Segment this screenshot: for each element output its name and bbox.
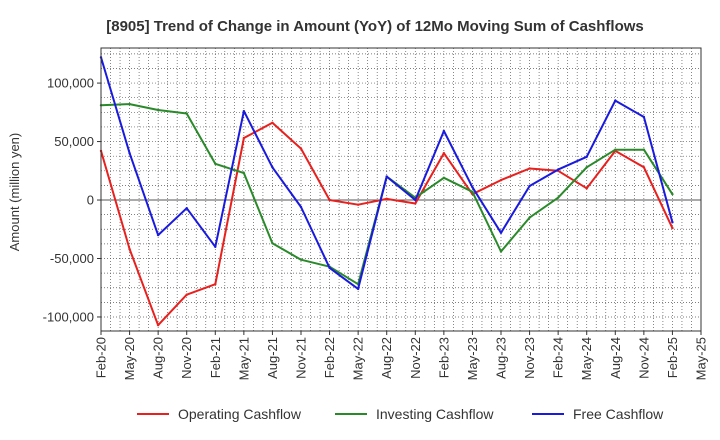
data-point-operating-cashflow xyxy=(242,136,246,140)
data-point-operating-cashflow xyxy=(385,197,388,201)
x-tick-label: May-22 xyxy=(351,337,366,380)
data-point-investing-cashflow xyxy=(128,102,131,106)
plot-frame xyxy=(100,47,702,332)
data-point-operating-cashflow xyxy=(156,323,160,327)
data-point-operating-cashflow xyxy=(499,178,503,182)
x-tick-label: Nov-22 xyxy=(408,337,423,379)
data-point-investing-cashflow xyxy=(471,190,474,194)
data-point-investing-cashflow xyxy=(585,166,588,169)
data-point-free-cashflow xyxy=(671,221,674,224)
data-point-free-cashflow xyxy=(585,155,588,158)
data-point-free-cashflow xyxy=(128,152,131,155)
data-point-free-cashflow xyxy=(471,185,474,189)
x-tick-label: May-25 xyxy=(694,337,709,380)
data-point-free-cashflow xyxy=(328,266,331,270)
data-point-free-cashflow xyxy=(442,129,446,133)
data-point-investing-cashflow xyxy=(642,148,646,151)
data-point-operating-cashflow xyxy=(528,167,531,170)
data-point-free-cashflow xyxy=(385,175,388,178)
data-point-operating-cashflow xyxy=(585,187,588,190)
x-tick-label: Aug-20 xyxy=(151,337,166,379)
x-tick-label: Feb-25 xyxy=(665,337,680,378)
data-point-free-cashflow xyxy=(214,245,217,249)
data-point-operating-cashflow xyxy=(128,247,131,251)
data-point-operating-cashflow xyxy=(299,147,303,150)
data-point-free-cashflow xyxy=(271,166,274,169)
data-point-operating-cashflow xyxy=(185,293,188,296)
y-tick-label: -100,000 xyxy=(43,309,94,324)
data-point-operating-cashflow xyxy=(671,226,674,230)
x-tick-label: May-20 xyxy=(122,337,137,380)
data-point-investing-cashflow xyxy=(442,176,446,180)
data-point-investing-cashflow xyxy=(271,242,274,245)
x-tick-label: Aug-23 xyxy=(494,337,509,379)
legend-label-investing-cashflow: Investing Cashflow xyxy=(376,406,494,422)
data-point-operating-cashflow xyxy=(356,203,360,206)
x-tick-label: Aug-22 xyxy=(379,337,394,379)
x-tick-label: May-21 xyxy=(236,337,251,380)
data-point-free-cashflow xyxy=(499,231,503,234)
data-point-investing-cashflow xyxy=(156,108,160,112)
data-point-operating-cashflow xyxy=(442,152,446,155)
data-point-free-cashflow xyxy=(614,99,617,102)
data-point-investing-cashflow xyxy=(614,148,617,151)
data-point-operating-cashflow xyxy=(328,198,331,202)
chart-title: [8905] Trend of Change in Amount (YoY) o… xyxy=(106,18,644,35)
data-point-investing-cashflow xyxy=(499,250,503,253)
legend-label-operating-cashflow: Operating Cashflow xyxy=(178,406,302,422)
data-point-free-cashflow xyxy=(642,115,646,119)
data-point-investing-cashflow xyxy=(214,162,217,165)
data-point-investing-cashflow xyxy=(242,171,246,175)
x-tick-label: Nov-24 xyxy=(636,337,651,379)
x-tick-label: Nov-20 xyxy=(179,337,194,379)
legend-label-free-cashflow: Free Cashflow xyxy=(573,406,664,422)
data-point-operating-cashflow xyxy=(414,202,417,205)
data-point-investing-cashflow xyxy=(671,192,674,196)
data-point-free-cashflow xyxy=(185,207,188,210)
data-point-operating-cashflow xyxy=(271,121,274,125)
x-tick-label: May-23 xyxy=(465,337,480,380)
x-tick-label: Aug-21 xyxy=(265,337,280,379)
series-line-investing-cashflow xyxy=(100,103,674,286)
x-tick-label: Aug-24 xyxy=(608,337,623,379)
series-lines xyxy=(99,56,674,327)
y-tick-label: -50,000 xyxy=(50,251,94,266)
x-ticks: Feb-20 May-20 Aug-20 Nov-20 Feb-21 May-21 Aug-… xyxy=(94,331,709,380)
y-tick-label: 100,000 xyxy=(47,76,94,91)
x-tick-label: May-24 xyxy=(579,337,594,380)
data-point-investing-cashflow xyxy=(528,216,531,219)
x-tick-label: Feb-22 xyxy=(322,337,337,378)
data-point-investing-cashflow xyxy=(185,112,188,115)
y-axis-label: Amount (million yen) xyxy=(7,133,22,252)
data-point-free-cashflow xyxy=(556,168,560,171)
y-tick-label: 0 xyxy=(87,193,94,208)
data-point-operating-cashflow xyxy=(214,283,217,286)
x-tick-label: Feb-21 xyxy=(208,337,223,378)
data-point-investing-cashflow xyxy=(299,258,303,261)
data-point-operating-cashflow xyxy=(642,166,646,169)
data-point-free-cashflow xyxy=(414,198,417,202)
series-line-free-cashflow xyxy=(100,57,674,290)
x-tick-label: Nov-21 xyxy=(294,337,309,379)
y-tick-label: 50,000 xyxy=(54,134,94,149)
data-point-investing-cashflow xyxy=(556,196,560,199)
data-point-free-cashflow xyxy=(156,233,160,237)
data-point-free-cashflow xyxy=(356,287,360,291)
data-point-free-cashflow xyxy=(528,184,531,188)
legend: Operating Cashflow Investing Cashflow Free… xyxy=(137,406,664,422)
data-point-free-cashflow xyxy=(242,109,246,113)
x-tick-label: Nov-23 xyxy=(522,337,537,379)
data-point-free-cashflow xyxy=(299,205,303,209)
x-tick-label: Feb-20 xyxy=(94,337,109,378)
x-tick-label: Feb-23 xyxy=(436,337,451,378)
x-tick-label: Feb-24 xyxy=(551,337,566,378)
y-ticks: 100,000 50,000 0 -50,000 -100,000 xyxy=(43,76,101,324)
